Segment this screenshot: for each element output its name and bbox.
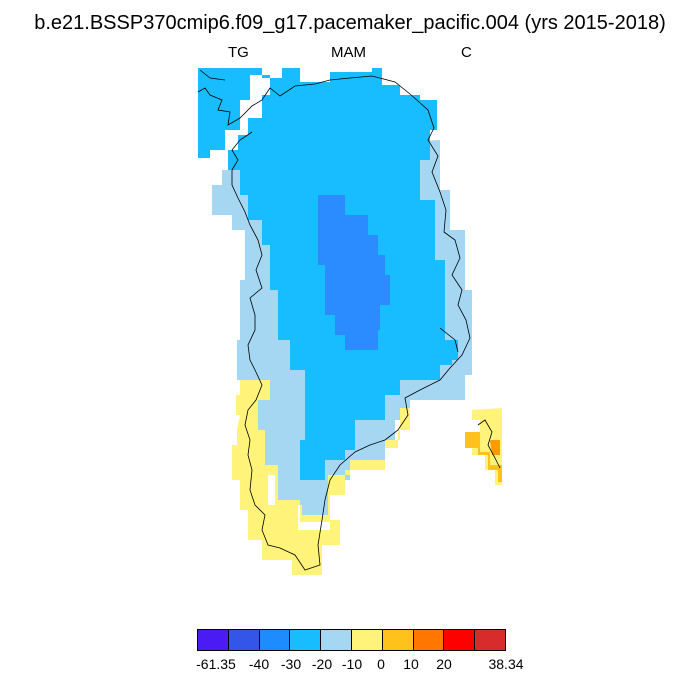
- field-gold-east: [465, 432, 502, 482]
- colorbar-tick-label: -30: [280, 656, 302, 672]
- field-dark-blue: [318, 195, 390, 350]
- colorbar-tick-label: 38.34: [488, 656, 524, 672]
- season-label: MAM: [331, 44, 366, 61]
- colorbar-box: [197, 629, 229, 651]
- colorbar-box: [443, 629, 476, 651]
- units-label: C: [461, 44, 472, 61]
- colorbar-box: [258, 629, 291, 651]
- colorbar-tick-label: 10: [403, 656, 419, 672]
- colorbar-box: [474, 629, 506, 651]
- coastline: [197, 69, 501, 571]
- colorbar-tick-label: -61.35: [196, 656, 236, 672]
- colorbar-box: [289, 629, 322, 651]
- colorbar-box: [351, 629, 383, 651]
- field-yellow-south: [232, 380, 410, 575]
- field-blue-east: [440, 340, 458, 360]
- variable-label: TG: [228, 44, 249, 61]
- colorbar: [197, 629, 506, 651]
- colorbar-tick-label: -20: [311, 656, 333, 672]
- colorbar-tick-label: 0: [377, 656, 385, 672]
- colorbar-box: [381, 629, 414, 651]
- colorbar-box: [412, 629, 445, 651]
- colorbar-box: [227, 629, 260, 651]
- plot-title: b.e21.BSSP370cmip6.f09_g17.pacemaker_pac…: [34, 12, 666, 34]
- colorbar-tick-label: 20: [436, 656, 452, 672]
- colorbar-tick-label: -10: [341, 656, 363, 672]
- colorbar-tick-label: -40: [248, 656, 270, 672]
- colorbar-box: [320, 629, 352, 651]
- field-orange-east: [490, 440, 500, 455]
